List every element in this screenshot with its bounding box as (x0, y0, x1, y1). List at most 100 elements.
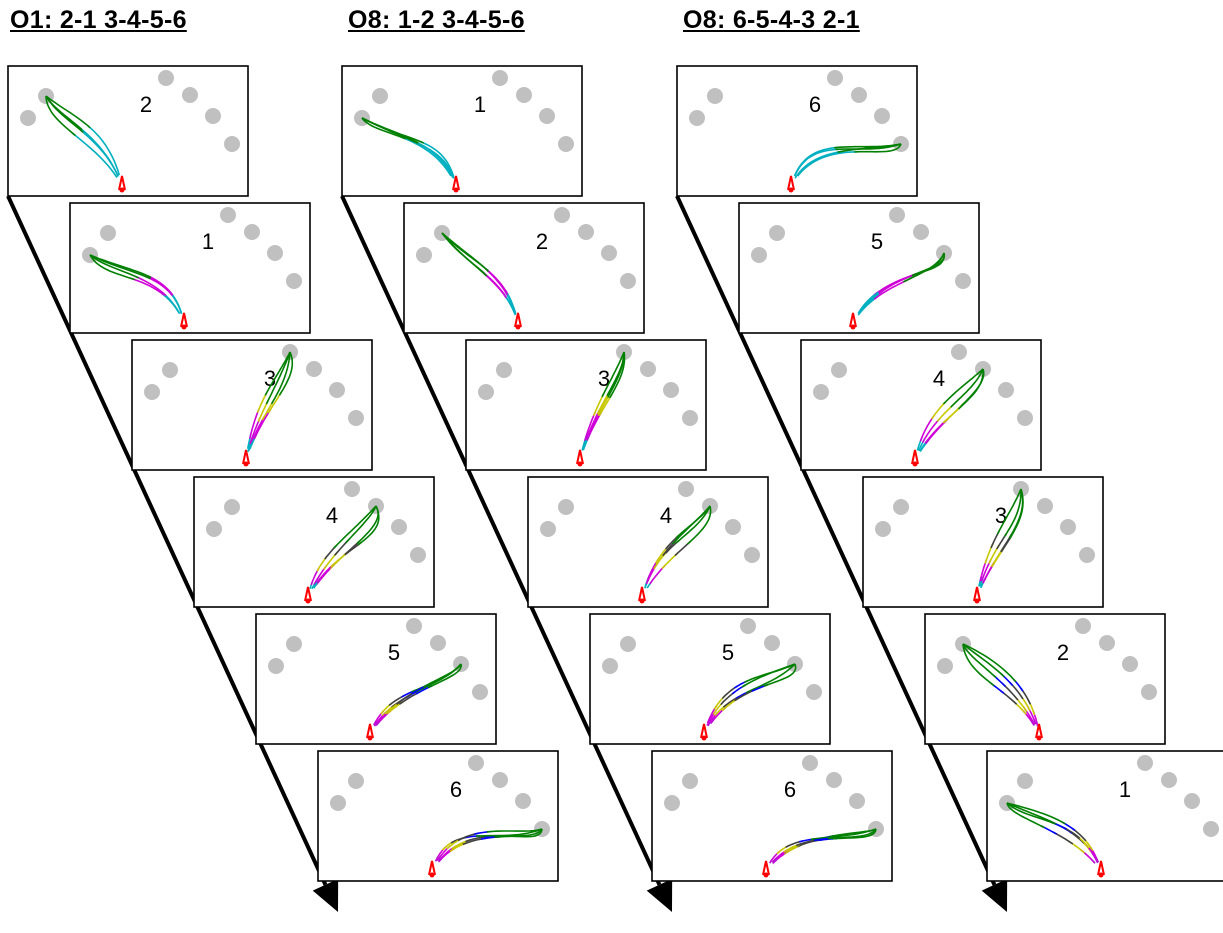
start-dot (788, 187, 794, 193)
trajectory-segment (1009, 488, 1024, 539)
trajectory-segment (494, 828, 543, 838)
trial-panel: 5 (738, 202, 980, 334)
start-dot (1098, 872, 1104, 878)
timeline-arrow (340, 195, 673, 912)
target-dot (664, 795, 680, 811)
target-dot (205, 108, 221, 124)
trial-panel: 3 (131, 339, 373, 471)
target-dot (539, 108, 555, 124)
trajectory-segment (583, 411, 597, 442)
trajectory-segment (345, 505, 377, 544)
target-dot (306, 361, 322, 377)
panel-frame (341, 65, 583, 197)
trial-panel: 5 (255, 613, 497, 745)
panel-frame (7, 65, 249, 197)
start-marker (638, 586, 646, 602)
trajectory-segment (957, 368, 984, 410)
trial-panel: 4 (193, 476, 435, 608)
trajectory-segment (672, 505, 711, 545)
trajectory-segment (485, 268, 509, 296)
start-marker (514, 312, 522, 328)
start-dot (181, 324, 187, 330)
panel-label: 3 (264, 366, 276, 391)
trial-panel: 2 (7, 65, 249, 197)
panel-frame (131, 339, 373, 471)
target-dot (678, 481, 694, 497)
target-dot (348, 410, 364, 426)
panel-label: 1 (202, 229, 214, 254)
trial-panel: 4 (527, 476, 769, 608)
panel-frame (862, 476, 1104, 608)
trial-panel: 4 (800, 339, 1042, 471)
target-dot (769, 225, 785, 241)
target-dot (220, 207, 236, 223)
trajectory-segment (745, 663, 796, 694)
trajectory-segment (256, 391, 268, 414)
trajectory-segment (361, 117, 424, 144)
trajectory-segment (592, 393, 605, 417)
target-dot (740, 618, 756, 634)
panel-frame (589, 613, 831, 745)
panel-label: 1 (474, 92, 486, 117)
target-dot (602, 658, 618, 674)
trial-panel: 6 (651, 750, 893, 882)
trajectory-segment (427, 663, 463, 689)
target-dot (416, 247, 432, 263)
panel-frame (986, 750, 1223, 882)
trajectory-segment (962, 643, 997, 679)
trajectory-segment (79, 129, 119, 177)
trajectory-segment (86, 124, 121, 176)
trajectory-segment (585, 409, 601, 441)
target-dot (806, 684, 822, 700)
trajectory-segment (606, 351, 625, 397)
target-dot (1079, 547, 1095, 563)
target-dot (682, 410, 698, 426)
start-marker (366, 723, 374, 739)
start-marker (762, 860, 770, 876)
trajectory-segment (504, 291, 517, 315)
target-dot (496, 362, 512, 378)
target-dot (100, 225, 116, 241)
start-dot (639, 598, 645, 604)
trajectory-segment (264, 351, 291, 396)
trajectory-segment (483, 272, 508, 299)
start-dot (367, 735, 373, 741)
panel-label: 4 (933, 366, 945, 391)
trajectory-segment (270, 351, 291, 405)
column-title-o1: O1: 2-1 3-4-5-6 (10, 6, 187, 34)
start-dot (974, 598, 980, 604)
panel-label: 5 (871, 229, 883, 254)
panel-label: 3 (598, 366, 610, 391)
target-dot (1184, 793, 1200, 809)
trajectory-segment (797, 150, 860, 177)
panel-label: 6 (809, 92, 821, 117)
target-dot (558, 499, 574, 515)
trial-panel: 6 (317, 750, 559, 882)
target-dot (492, 70, 508, 86)
trajectory-segment (134, 275, 167, 297)
trajectory-segment (827, 828, 877, 840)
start-marker (118, 175, 126, 191)
start-dot (453, 187, 459, 193)
target-dot (682, 773, 698, 789)
target-dot (244, 224, 260, 240)
trajectory-segment (162, 292, 181, 315)
trajectory-segment (278, 351, 294, 396)
target-dot (826, 772, 842, 788)
target-dot (1075, 618, 1091, 634)
trajectory-segment (253, 408, 272, 440)
trajectory-segment (942, 368, 984, 405)
target-dot (663, 382, 679, 398)
trajectory-segment (837, 143, 902, 153)
trajectory-segment (476, 828, 543, 837)
target-dot (578, 224, 594, 240)
start-marker (242, 449, 250, 465)
trajectory-segment (950, 368, 984, 408)
trajectory-segment (873, 279, 908, 300)
trajectory-segment (858, 290, 884, 314)
column-title-o8-reverse: O8: 6-5-4-3 2-1 (683, 6, 860, 34)
trajectory-segment (251, 416, 265, 443)
trajectory-segment (962, 643, 1017, 683)
target-dot (406, 618, 422, 634)
trajectory-segment (962, 643, 1005, 678)
